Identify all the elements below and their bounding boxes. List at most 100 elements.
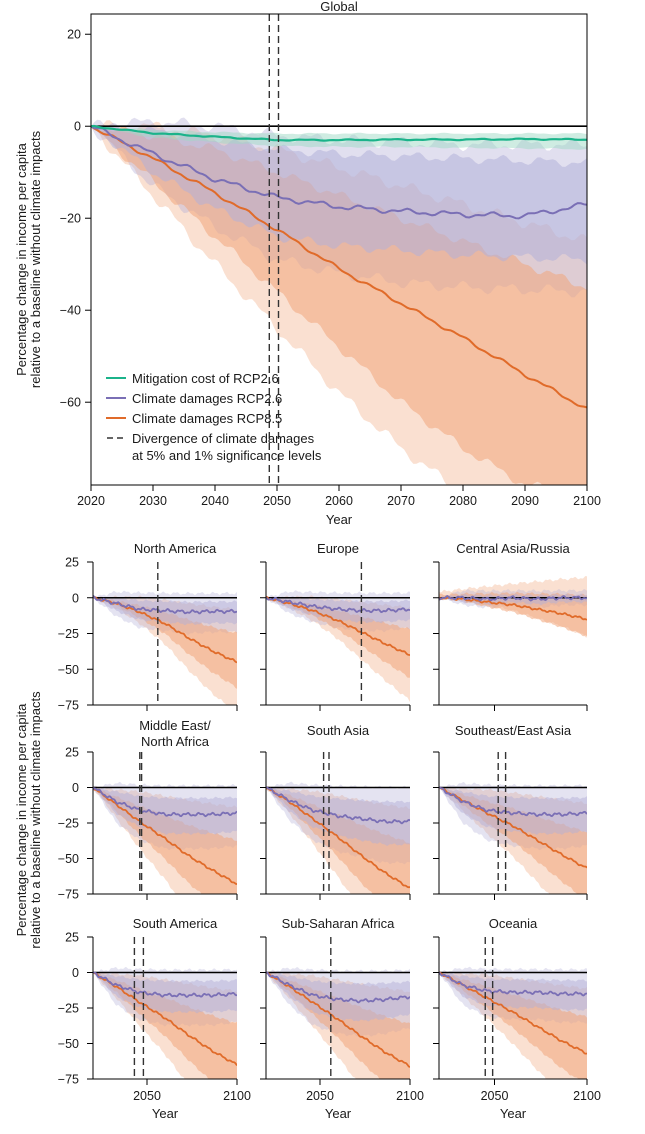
panel-ytick-label: −75 [58,888,79,902]
regional-panel: Central Asia/Russia [433,541,588,711]
panel-ytick-label: −50 [58,663,79,677]
global-ytick-label: −20 [60,212,81,226]
global-ytick-label: −40 [60,304,81,318]
panel-ytick-label: 25 [65,931,79,945]
rcp85-line [266,971,410,1068]
panel-plot-area [93,967,237,1079]
rcp85-line [93,596,237,664]
rcp85-line [93,971,237,1067]
panel-ytick-label: −25 [58,1002,79,1016]
mitigation-band [91,126,587,150]
panel-title: Oceania [489,916,538,931]
legend-label: Climate damages RCP8.5 [132,411,282,426]
panel-xlabel: Year [325,1106,352,1121]
global-xtick-label: 2080 [449,494,477,508]
panel-xtick-label: 2100 [396,1089,424,1103]
panel-ytick-label: 25 [65,556,79,570]
panel-xtick-label: 2100 [223,1089,251,1103]
global-ytick-label: 0 [74,120,81,134]
global-xtick-label: 2070 [387,494,415,508]
panel-plot-area [266,781,410,894]
panel-ytick-label: −50 [58,1037,79,1051]
panel-ytick-label: 0 [72,966,79,980]
global-ylabel-line: Percentage change in income per capita [14,142,29,375]
rcp26-line [266,971,410,1004]
panel-title: Sub-Saharan Africa [282,916,396,931]
rcp26-line [439,971,587,997]
panel-plot-area [266,967,410,1079]
rcp85-line [91,125,587,409]
rcp26-line [93,786,237,818]
panel-title: Southeast/East Asia [455,723,572,738]
global-ytick-label: −60 [60,396,81,410]
global-xtick-label: 2090 [511,494,539,508]
panel-title: North America [134,541,217,556]
mitigation-line [91,124,587,142]
rcp26-inner-band [93,787,237,835]
panel-ytick-label: −75 [58,699,79,713]
rcp85-line [93,787,237,885]
panel-title: South Asia [307,723,370,738]
panel-plot-area [266,590,410,702]
legend-label: Mitigation cost of RCP2.6 [132,371,279,386]
panel-ytick-label: −25 [58,817,79,831]
panel-plot-area [93,781,237,894]
rcp26-line [439,594,587,602]
regional-ylabel-line: relative to a baseline without climate i… [28,691,43,949]
panel-plot-area [93,590,237,705]
legend-label: Climate damages RCP2.6 [132,391,282,406]
panel-ytick-label: 0 [72,781,79,795]
rcp26-line [91,125,587,220]
panel-xtick-label: 2050 [481,1089,509,1103]
rcp26-inner-band [93,972,237,1014]
panel-ytick-label: −25 [58,627,79,641]
rcp26-line [439,786,587,818]
regional-panel: 2050 2100 Year Oceania [433,916,601,1121]
regional-panel: 25 0 −25 −50 −75 Middle East/North Africa [58,718,238,902]
panel-ytick-label: 25 [65,746,79,760]
global-xtick-label: 2050 [263,494,291,508]
rcp26-line [266,786,410,825]
panel-xlabel: Year [152,1106,179,1121]
regional-ylabel-line: Percentage change in income per capita [14,703,29,936]
panel-ytick-label: −75 [58,1073,79,1087]
rcp26-inner-band [266,972,410,1022]
rcp26-line [93,971,237,998]
global-xtick-label: 2030 [139,494,167,508]
global-xtick-label: 2020 [77,494,105,508]
panel-ytick-label: 0 [72,591,79,605]
rcp26-inner-band [439,593,587,606]
panel-title: South America [133,916,218,931]
global-ytick-label: 20 [67,28,81,42]
global-plot-area [91,117,587,485]
rcp26-line [266,596,410,614]
regional-panel: 25 0 −25 −50 −75 North America [58,541,238,713]
regional-ylabel: Percentage change in income per capitare… [14,691,43,949]
panel-xtick-label: 2050 [133,1089,161,1103]
panel-xlabel: Year [500,1106,527,1121]
rcp85-inner-band [91,126,587,485]
panel-ytick-label: −50 [58,852,79,866]
panel-title: North Africa [141,734,210,749]
rcp26-inner-band [439,787,587,835]
regional-panel: South Asia [260,723,411,900]
global-xtick-label: 2040 [201,494,229,508]
panel-title: Middle East/ [139,718,211,733]
panel-plot-area [439,966,587,1079]
rcp85-line [266,595,410,657]
global-xtick-label: 2060 [325,494,353,508]
panel-plot-area [439,782,587,894]
panel-plot-area [439,576,587,638]
panel-title: Central Asia/Russia [456,541,570,556]
global-xlabel: Year [326,512,353,527]
legend-label: at 5% and 1% significance levels [132,448,322,463]
global-title: Global [320,0,358,14]
regional-panel: Europe [260,541,411,711]
panel-xtick-label: 2050 [306,1089,334,1103]
rcp26-inner-band [91,123,587,265]
regional-panel: 2050 2100 Year Sub-Saharan Africa [260,916,424,1121]
regional-panel: Southeast/East Asia [433,723,588,900]
global-xtick-label: 2100 [573,494,601,508]
rcp26-line [93,595,237,615]
